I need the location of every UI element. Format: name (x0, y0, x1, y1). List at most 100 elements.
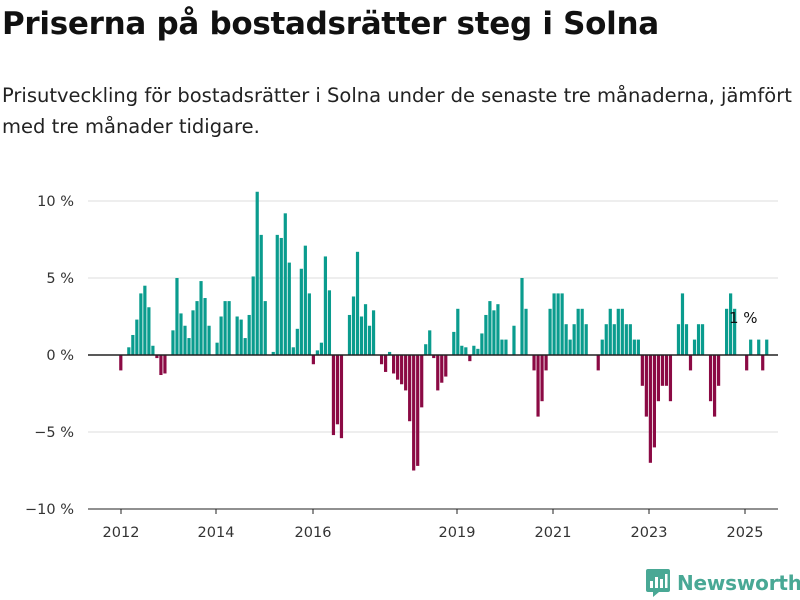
bar (725, 308, 729, 355)
x-tick-label: 2025 (727, 525, 764, 541)
bar (640, 355, 644, 386)
bar (656, 355, 661, 402)
chart-subtitle: Prisutveckling för bostadsrätter i Solna… (2, 84, 792, 138)
bar (135, 319, 139, 355)
x-axis (120, 509, 746, 514)
x-tick-label: 2019 (439, 525, 476, 541)
bar (408, 355, 412, 422)
bar (700, 324, 705, 355)
bar (339, 355, 344, 439)
bar (729, 293, 733, 355)
bar (536, 355, 540, 417)
bar (652, 355, 656, 448)
x-tick-label: 2016 (295, 525, 332, 541)
x-tick-label: 2023 (631, 525, 668, 541)
bar (712, 355, 717, 417)
bar (624, 324, 628, 355)
bar (540, 355, 544, 402)
bar (400, 355, 404, 385)
bar (572, 324, 576, 355)
bar (632, 339, 636, 355)
bar (351, 296, 356, 355)
bar (163, 355, 167, 374)
bar (279, 237, 283, 355)
bar (500, 339, 504, 355)
bar (275, 234, 279, 355)
bar (660, 355, 665, 386)
bar (251, 276, 255, 355)
bar (191, 310, 195, 355)
bar (119, 355, 123, 371)
bar (183, 325, 187, 355)
bar (412, 355, 416, 471)
bar (452, 331, 456, 355)
bar (692, 339, 697, 355)
x-axis-tick-labels: 2012 2014 2016 2019 2021 2023 2025 (103, 525, 764, 541)
bar (355, 251, 360, 355)
bar (151, 345, 155, 355)
bar (580, 308, 584, 355)
bar (199, 281, 203, 355)
bar (175, 278, 179, 355)
bar (524, 308, 528, 355)
bar (584, 324, 588, 355)
bar (203, 298, 207, 355)
bar (315, 350, 319, 355)
bar (363, 304, 368, 355)
bar (464, 347, 468, 355)
bar (424, 344, 428, 355)
bar (757, 339, 761, 355)
bar (484, 314, 488, 355)
bar (680, 293, 685, 355)
y-tick-label: 10 % (37, 194, 74, 210)
bar (604, 324, 608, 355)
bar (179, 313, 183, 355)
bars (88, 191, 778, 471)
chart-title: Priserna på bostadsrätter steg i Solna (2, 6, 659, 42)
bar (560, 293, 564, 355)
bar (227, 301, 231, 355)
bar (331, 355, 336, 436)
bar (295, 328, 299, 355)
bar (440, 355, 444, 383)
bar (259, 234, 263, 355)
bar (548, 308, 552, 355)
bar (420, 355, 424, 408)
bar (696, 324, 701, 355)
bar (327, 290, 332, 355)
bar (460, 345, 464, 355)
bar (708, 355, 713, 402)
bar (552, 293, 556, 355)
bar (616, 308, 620, 355)
bar (428, 330, 432, 355)
bar (432, 355, 436, 359)
bar (195, 301, 199, 355)
bar (388, 351, 392, 355)
latest-value-label: 1 % (729, 309, 758, 327)
bar (383, 355, 388, 372)
bar (620, 308, 624, 355)
bar (283, 213, 287, 355)
bar (733, 308, 737, 355)
bar (396, 355, 400, 380)
bar (648, 355, 652, 463)
bar (271, 351, 275, 355)
bar (263, 301, 267, 355)
bar (223, 301, 227, 355)
bar (404, 355, 408, 391)
bar (243, 338, 247, 355)
gridlines (88, 200, 778, 510)
bar (235, 316, 239, 355)
bar (392, 355, 396, 374)
bar (319, 342, 323, 355)
bar (745, 355, 749, 371)
x-tick-label: 2014 (198, 525, 235, 541)
bar (472, 345, 476, 355)
y-tick-label: 5 % (46, 271, 74, 287)
bar (716, 355, 721, 386)
bar (512, 325, 516, 355)
bar (239, 319, 243, 355)
bar (303, 245, 307, 355)
bar (468, 355, 472, 362)
bar (367, 325, 372, 355)
